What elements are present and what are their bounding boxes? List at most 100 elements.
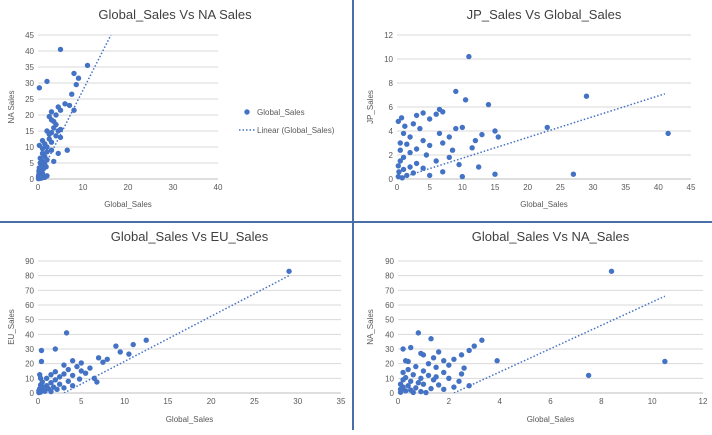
data-point — [52, 369, 59, 375]
legend-marker — [244, 109, 250, 115]
data-point — [570, 171, 577, 177]
data-point — [57, 134, 64, 141]
chart-title: Global_Sales Vs NA_Sales — [472, 229, 630, 244]
data-point — [441, 386, 447, 393]
data-point — [408, 378, 414, 384]
x-tick-label: 30 — [589, 183, 598, 192]
data-point — [436, 130, 443, 137]
data-point — [36, 142, 43, 149]
y-tick-label: 20 — [25, 360, 34, 369]
x-tick-label: 2 — [447, 397, 452, 406]
data-point — [69, 91, 75, 97]
data-point — [69, 358, 76, 364]
data-point — [459, 173, 466, 180]
data-point — [64, 147, 70, 153]
y-tick-label: 15 — [25, 127, 34, 136]
y-tick-label: 50 — [385, 316, 394, 325]
data-point — [446, 362, 452, 368]
y-tick-label: 90 — [25, 257, 34, 266]
data-point — [38, 358, 45, 365]
data-point — [48, 388, 54, 395]
data-point — [446, 375, 452, 382]
data-point — [408, 344, 414, 351]
data-point — [39, 137, 46, 144]
data-point — [51, 158, 57, 165]
y-tick-label: 10 — [25, 143, 34, 152]
data-point — [113, 343, 119, 349]
data-point — [104, 356, 110, 362]
x-tick-label: 40 — [214, 183, 223, 192]
data-point — [73, 81, 79, 88]
data-point — [48, 380, 54, 386]
data-point — [65, 366, 72, 373]
y-tick-label: 60 — [385, 301, 394, 310]
data-point — [494, 358, 500, 364]
chart-panel-4: Global_Sales Vs NA_Sales 0 10 20 30 40 50 60 70 8… — [355, 224, 712, 430]
data-point — [48, 147, 55, 153]
chart-panel-2: JP_Sales Vs Global_Sales 0 2 4 6 8 10 12 0 5 10 15 2… — [355, 0, 712, 221]
data-point — [415, 330, 422, 336]
data-point — [405, 382, 411, 389]
data-point — [425, 360, 432, 367]
chart-title: Global_Sales Vs NA Sales — [98, 7, 252, 22]
data-point — [404, 172, 410, 179]
data-point — [433, 158, 439, 164]
data-point — [43, 164, 49, 170]
data-point — [71, 107, 77, 113]
trendline — [453, 295, 666, 393]
data-point — [400, 166, 407, 173]
y-tick-label: 10 — [384, 55, 393, 64]
data-point — [66, 102, 73, 109]
x-tick-label: 10 — [120, 397, 129, 406]
data-point — [466, 53, 472, 60]
x-tick-label: 15 — [491, 183, 500, 192]
x-tick-label: 45 — [687, 183, 696, 192]
y-tick-label: 50 — [25, 316, 34, 325]
y-tick-label: 60 — [25, 301, 34, 310]
data-point — [400, 154, 407, 161]
data-point — [94, 379, 100, 385]
data-point — [544, 124, 550, 131]
data-point — [84, 62, 91, 69]
data-point — [46, 113, 52, 120]
data-point — [492, 171, 498, 177]
data-point — [418, 350, 424, 357]
data-point — [413, 146, 420, 152]
data-point — [56, 381, 63, 387]
x-tick-label: 0 — [395, 183, 400, 192]
data-point — [665, 130, 671, 137]
data-point — [413, 363, 419, 370]
y-tick-label: 20 — [25, 111, 34, 120]
data-point — [51, 125, 57, 131]
legend-entry: Linear (Global_Sales) — [257, 126, 335, 135]
data-point — [441, 369, 447, 376]
data-point — [461, 365, 467, 371]
data-point — [413, 112, 420, 119]
chart-global-vs-na-sales: Global_Sales Vs NA Sales 0 5 10 15 20 25 30 35 40… — [7, 7, 335, 209]
data-point — [286, 268, 292, 274]
data-point — [456, 378, 462, 384]
data-point — [402, 388, 409, 394]
data-point — [87, 365, 93, 371]
data-point — [397, 147, 403, 153]
data-point — [126, 351, 132, 357]
data-point — [458, 371, 465, 377]
x-tick-label: 0 — [36, 397, 41, 406]
x-tick-label: 25 — [556, 183, 565, 192]
data-point — [413, 385, 419, 391]
x-tick-label: 5 — [79, 397, 84, 406]
trendline — [38, 34, 112, 179]
data-point — [405, 366, 411, 373]
y-tick-label: 0 — [390, 389, 395, 398]
data-point — [44, 149, 50, 155]
data-point — [37, 371, 43, 378]
chart-global-vs-eu-sales: Global_Sales Vs EU_Sales0102030405060708… — [7, 229, 346, 424]
data-point — [583, 93, 590, 99]
data-point — [430, 355, 437, 361]
data-point — [62, 101, 68, 107]
data-point — [420, 110, 426, 116]
data-point — [451, 356, 457, 362]
y-tick-label: 30 — [25, 79, 34, 88]
chart-global-vs-na-sales-2: Global_Sales Vs NA_Sales0102030405060708… — [366, 229, 708, 424]
